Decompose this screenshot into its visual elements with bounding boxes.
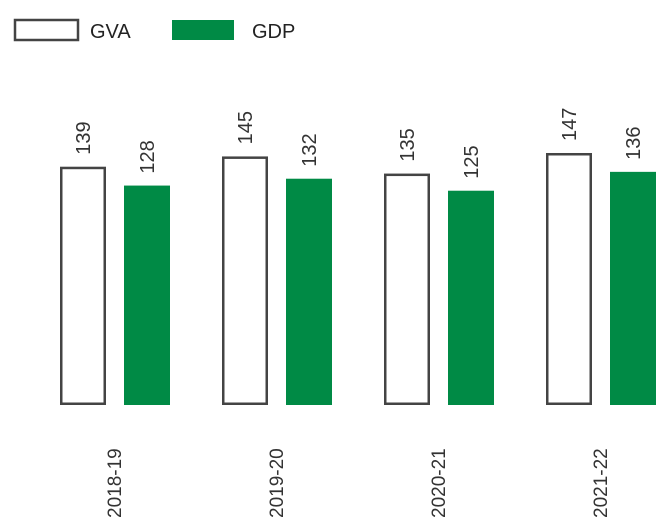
bar-gdp-2018-19 xyxy=(124,185,170,405)
value-label-gdp-2021-22: 136 xyxy=(623,126,645,159)
category-label-2020-21: 2020-21 xyxy=(429,448,450,518)
value-labels-group: 139 128 145 132 135 125 147 136 xyxy=(73,108,645,179)
value-label-gva-2019-20: 145 xyxy=(235,111,257,144)
bar-gdp-2019-20 xyxy=(286,178,332,405)
value-label-gva-2020-21: 135 xyxy=(397,128,419,161)
category-label-2021-22: 2021-22 xyxy=(591,448,612,518)
value-label-gva-2021-22: 147 xyxy=(559,108,581,141)
bar-gdp-2020-21 xyxy=(448,190,494,405)
category-label-2019-20: 2019-20 xyxy=(267,448,288,518)
bar-gdp-2021-22 xyxy=(610,171,656,405)
bar-gva-2019-20 xyxy=(222,156,268,405)
value-label-gdp-2020-21: 125 xyxy=(461,145,483,178)
category-label-2018-19: 2018-19 xyxy=(105,448,126,518)
legend-swatch-gdp xyxy=(172,20,234,40)
legend-swatch-gva xyxy=(13,18,80,42)
category-labels-group: 2018-19 2019-20 2020-21 2021-22 xyxy=(105,448,612,518)
legend-label-gva: GVA xyxy=(90,21,131,43)
value-label-gva-2018-19: 139 xyxy=(73,121,95,154)
bar-gva-2021-22 xyxy=(546,152,592,405)
legend: GVA GDP xyxy=(13,18,295,43)
legend-label-gdp: GDP xyxy=(252,21,295,43)
bars-group xyxy=(60,152,656,405)
value-label-gdp-2019-20: 132 xyxy=(299,133,321,166)
value-label-gdp-2018-19: 128 xyxy=(137,140,159,173)
bar-gva-2020-21 xyxy=(384,173,430,405)
bar-gva-2018-19 xyxy=(60,166,106,405)
